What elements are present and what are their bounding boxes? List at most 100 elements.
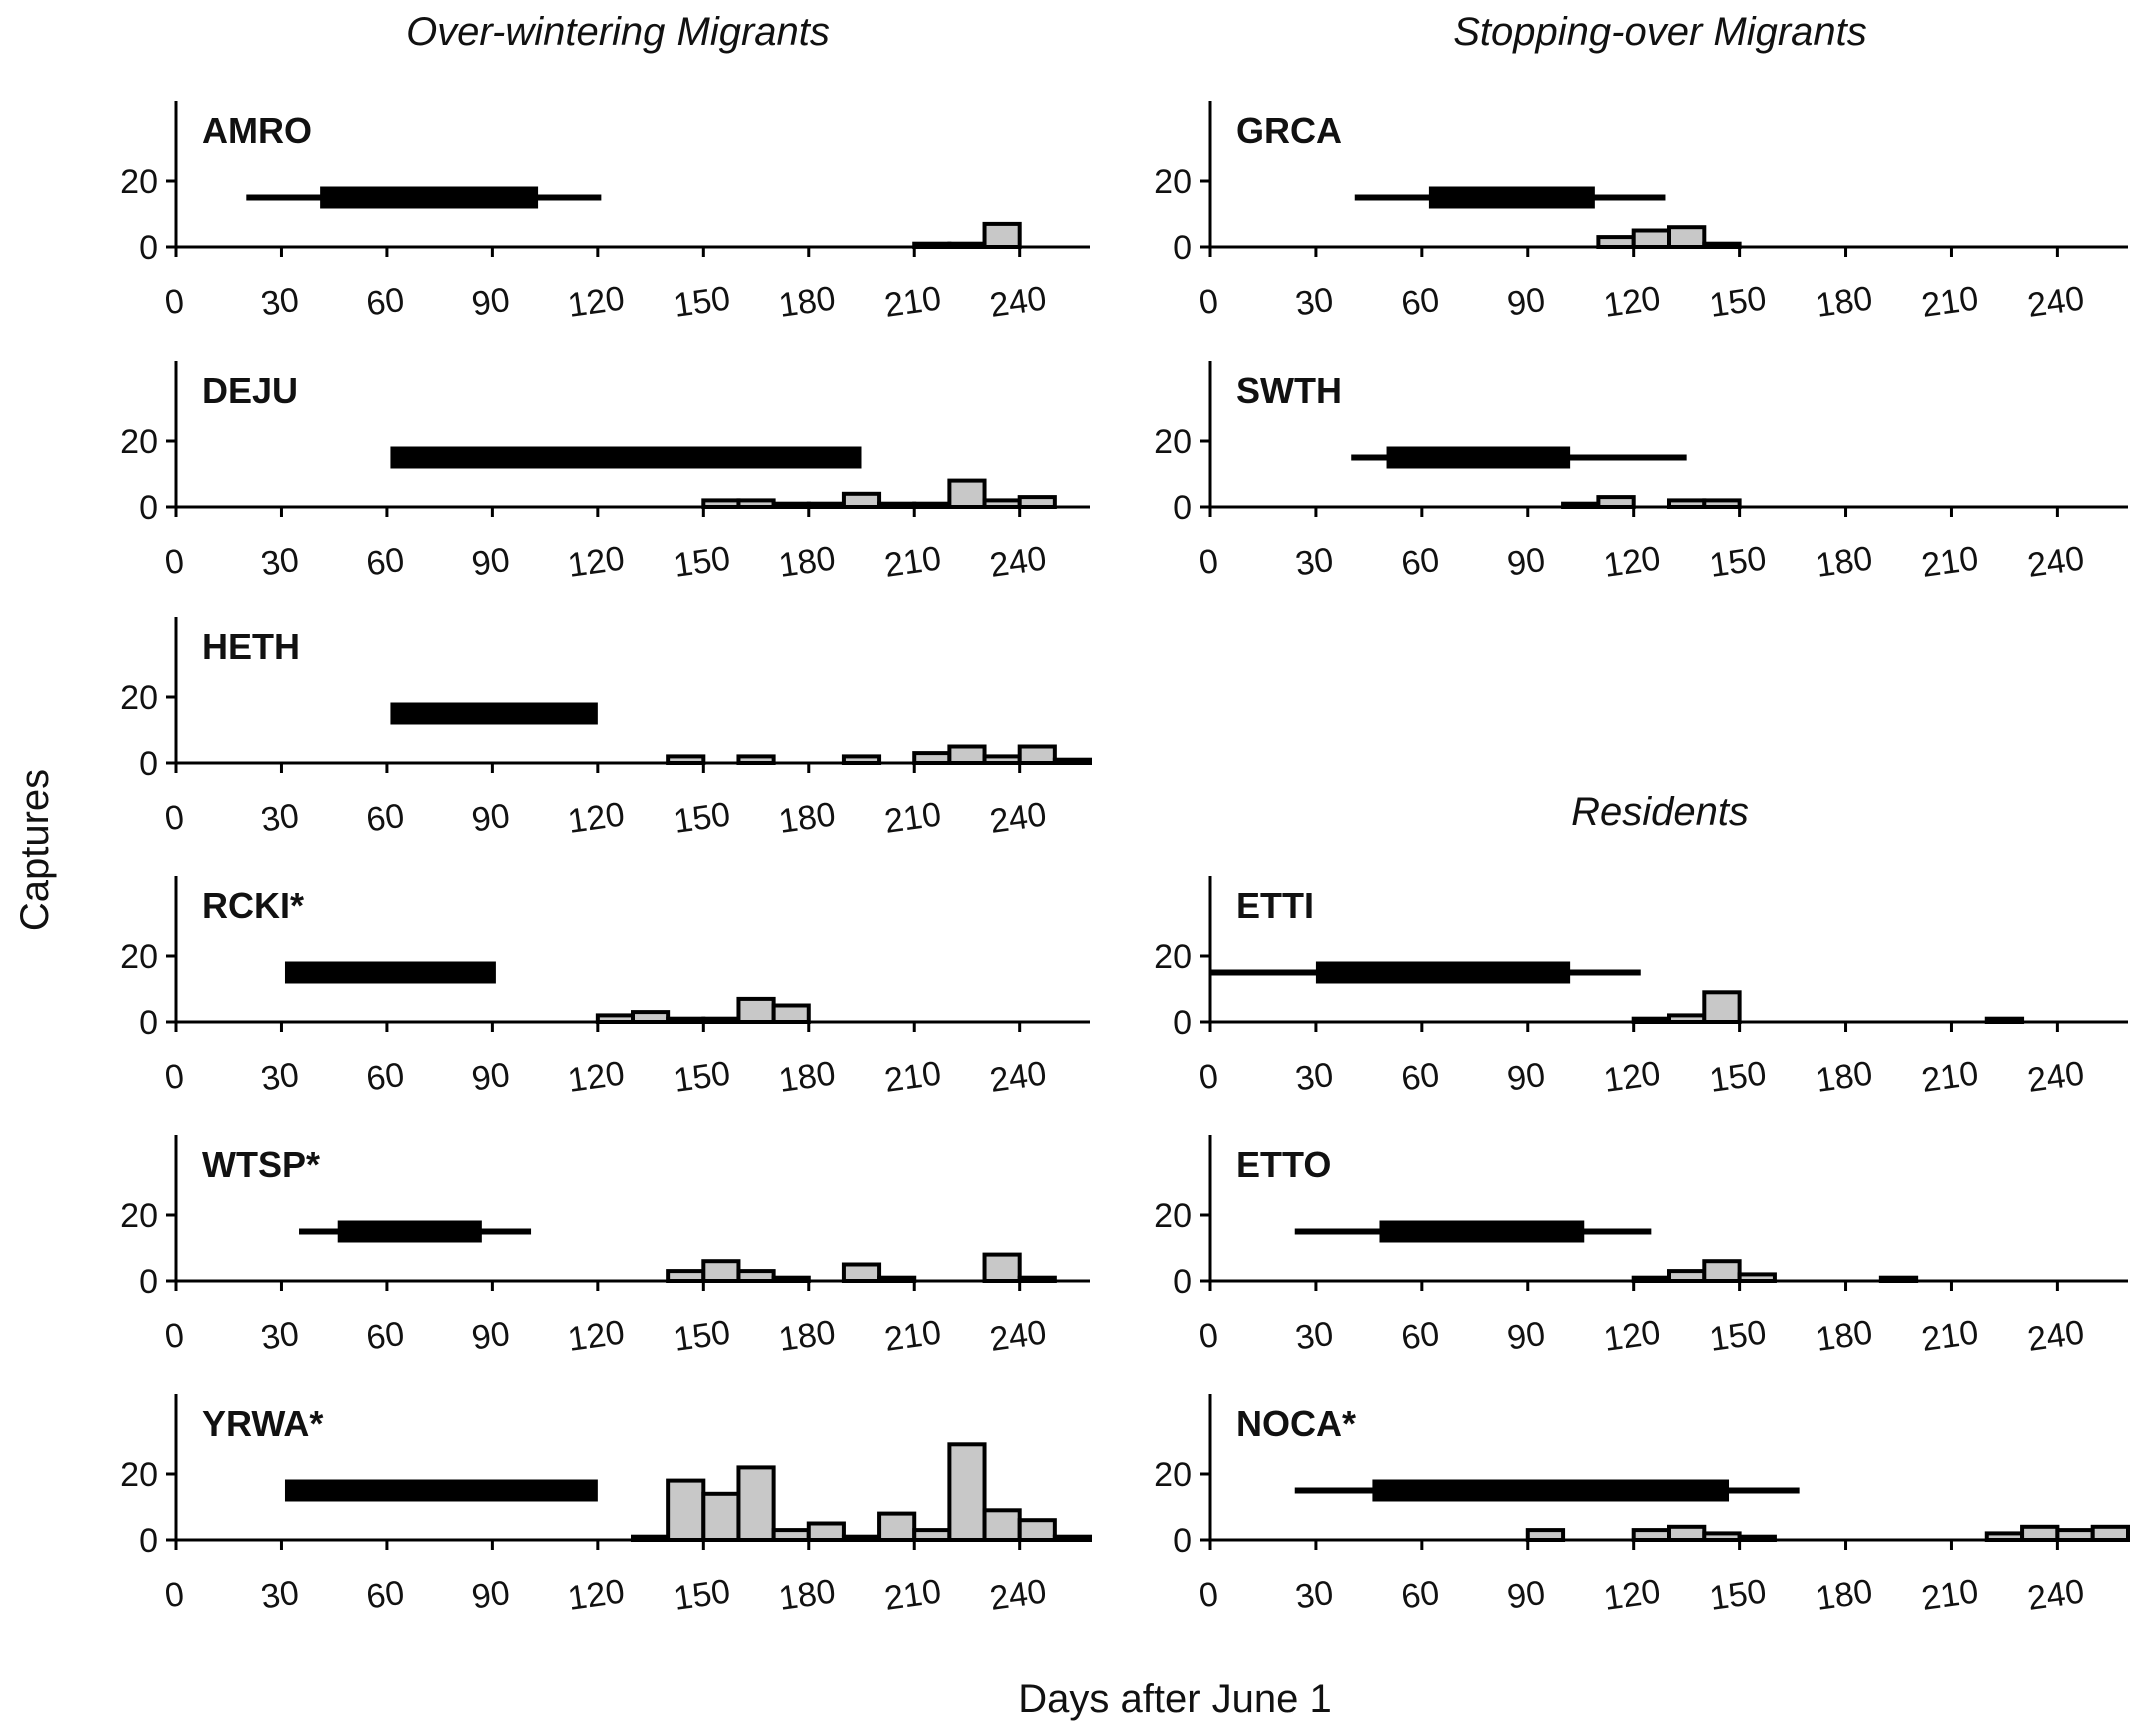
panel-swth: 0 30 60 90 120 150 180 210 240 0 20 SWTH (1154, 361, 2128, 585)
x-tick-label: 30 (1293, 281, 1336, 324)
range-bar (284, 961, 496, 984)
x-tick-label: 120 (1601, 1572, 1662, 1618)
y-axis-label: Captures (13, 769, 57, 931)
x-tick-label: 150 (671, 1313, 732, 1359)
x-tick-label: 30 (1293, 1574, 1336, 1617)
x-tick-label: 90 (469, 1056, 512, 1099)
histogram-bar (1702, 990, 1742, 1024)
y-tick-label: 0 (139, 1263, 158, 1301)
panel-yrwa: 0 30 60 90 120 150 180 210 240 0 20 YRWA* (120, 1394, 1093, 1618)
x-tick-label: 180 (777, 279, 838, 325)
range-bar (320, 186, 539, 209)
x-tick-label: 90 (1505, 1056, 1548, 1099)
species-label: YRWA* (202, 1403, 323, 1444)
histogram-bar (841, 1262, 882, 1283)
histogram-bar (736, 996, 776, 1025)
x-tick-label: 210 (882, 1054, 943, 1100)
species-label: ETTO (1236, 1144, 1331, 1185)
x-tick-label: 0 (1196, 1316, 1220, 1356)
x-tick-label: 150 (671, 1054, 732, 1100)
x-tick-label: 150 (671, 1572, 732, 1618)
panel-noca: 0 30 60 90 120 150 180 210 240 0 20 NOCA* (1154, 1394, 2131, 1618)
panels: 0 30 60 90 120 150 180 210 240 0 20 AMRO 0 30 60 90 120 1… (120, 101, 2131, 1618)
x-tick-label: 60 (364, 1056, 407, 1099)
x-tick-label: 0 (1196, 282, 1220, 322)
y-tick-label: 0 (139, 1522, 158, 1560)
x-tick-label: 240 (987, 279, 1048, 325)
y-tick-label: 20 (1154, 423, 1192, 461)
x-tick-label: 0 (1196, 1575, 1220, 1615)
y-tick-label: 20 (1154, 1456, 1192, 1494)
histogram-bar (2090, 1524, 2131, 1543)
species-label: SWTH (1236, 370, 1342, 411)
x-tick-label: 180 (777, 1572, 838, 1618)
histogram-bar (877, 1511, 917, 1542)
x-tick-label: 240 (987, 1054, 1048, 1100)
x-tick-label: 90 (1505, 281, 1548, 324)
histogram-bar (947, 478, 987, 510)
y-tick-label: 20 (120, 1197, 158, 1235)
x-tick-label: 180 (777, 795, 838, 841)
y-tick-label: 20 (120, 163, 158, 201)
histogram-bar (841, 491, 882, 509)
y-tick-label: 0 (1173, 1004, 1192, 1042)
histogram-bar (982, 1252, 1022, 1283)
histogram-bar (947, 744, 987, 765)
y-tick-label: 20 (1154, 163, 1192, 201)
x-tick-label: 0 (162, 282, 186, 322)
y-tick-label: 0 (139, 489, 158, 527)
x-tick-label: 90 (1505, 541, 1548, 584)
x-tick-label: 60 (364, 541, 407, 584)
species-label: GRCA (1236, 110, 1342, 151)
x-tick-label: 210 (1919, 279, 1980, 325)
x-tick-label: 60 (1399, 1315, 1442, 1358)
x-tick-label: 120 (566, 279, 627, 325)
x-tick-label: 90 (469, 797, 512, 840)
species-label: RCKI* (202, 885, 304, 926)
histogram-bar (1631, 228, 1671, 249)
x-tick-label: 120 (1601, 539, 1662, 585)
x-tick-label: 60 (364, 1315, 407, 1358)
x-tick-label: 30 (1293, 1315, 1336, 1358)
x-tick-label: 150 (1707, 1313, 1768, 1359)
y-tick-label: 20 (1154, 938, 1192, 976)
range-bar (1428, 186, 1595, 209)
x-tick-label: 210 (882, 539, 943, 585)
range-bar (1379, 1220, 1585, 1243)
x-tick-label: 180 (1813, 1572, 1874, 1618)
x-tick-label: 90 (469, 1574, 512, 1617)
y-tick-label: 20 (120, 679, 158, 717)
x-tick-label: 240 (2025, 1313, 2086, 1359)
x-tick-label: 30 (259, 1056, 302, 1099)
y-tick-label: 0 (1173, 1263, 1192, 1301)
x-tick-label: 120 (1601, 279, 1662, 325)
x-tick-label: 210 (882, 279, 943, 325)
x-tick-label: 90 (1505, 1574, 1548, 1617)
x-tick-label: 240 (987, 1572, 1048, 1618)
y-tick-label: 20 (120, 423, 158, 461)
x-tick-label: 120 (1601, 1054, 1662, 1100)
x-tick-label: 210 (1919, 539, 1980, 585)
histogram-bar (806, 1521, 846, 1542)
x-tick-label: 240 (2025, 1054, 2086, 1100)
y-tick-label: 0 (1173, 489, 1192, 527)
x-tick-label: 60 (364, 1574, 407, 1617)
x-tick-label: 240 (2025, 539, 2086, 585)
histogram-bar (1667, 225, 1707, 249)
x-tick-label: 90 (469, 281, 512, 324)
y-tick-label: 0 (1173, 229, 1192, 267)
x-tick-label: 30 (259, 281, 302, 324)
x-tick-label: 240 (2025, 279, 2086, 325)
x-axis-label: Days after June 1 (1018, 1677, 1332, 1721)
range-bar (337, 1220, 482, 1243)
x-tick-label: 180 (1813, 539, 1874, 585)
x-tick-label: 180 (777, 539, 838, 585)
histogram-bar (771, 1003, 811, 1024)
x-tick-label: 210 (1919, 1313, 1980, 1359)
x-tick-label: 150 (671, 279, 732, 325)
x-tick-label: 30 (259, 1574, 302, 1617)
panel-rcki: 0 30 60 90 120 150 180 210 240 0 20 RCKI* (120, 876, 1090, 1100)
x-tick-label: 150 (1707, 1572, 1768, 1618)
panel-etti: 0 30 60 90 120 150 180 210 240 0 20 ETTI (1154, 876, 2128, 1100)
